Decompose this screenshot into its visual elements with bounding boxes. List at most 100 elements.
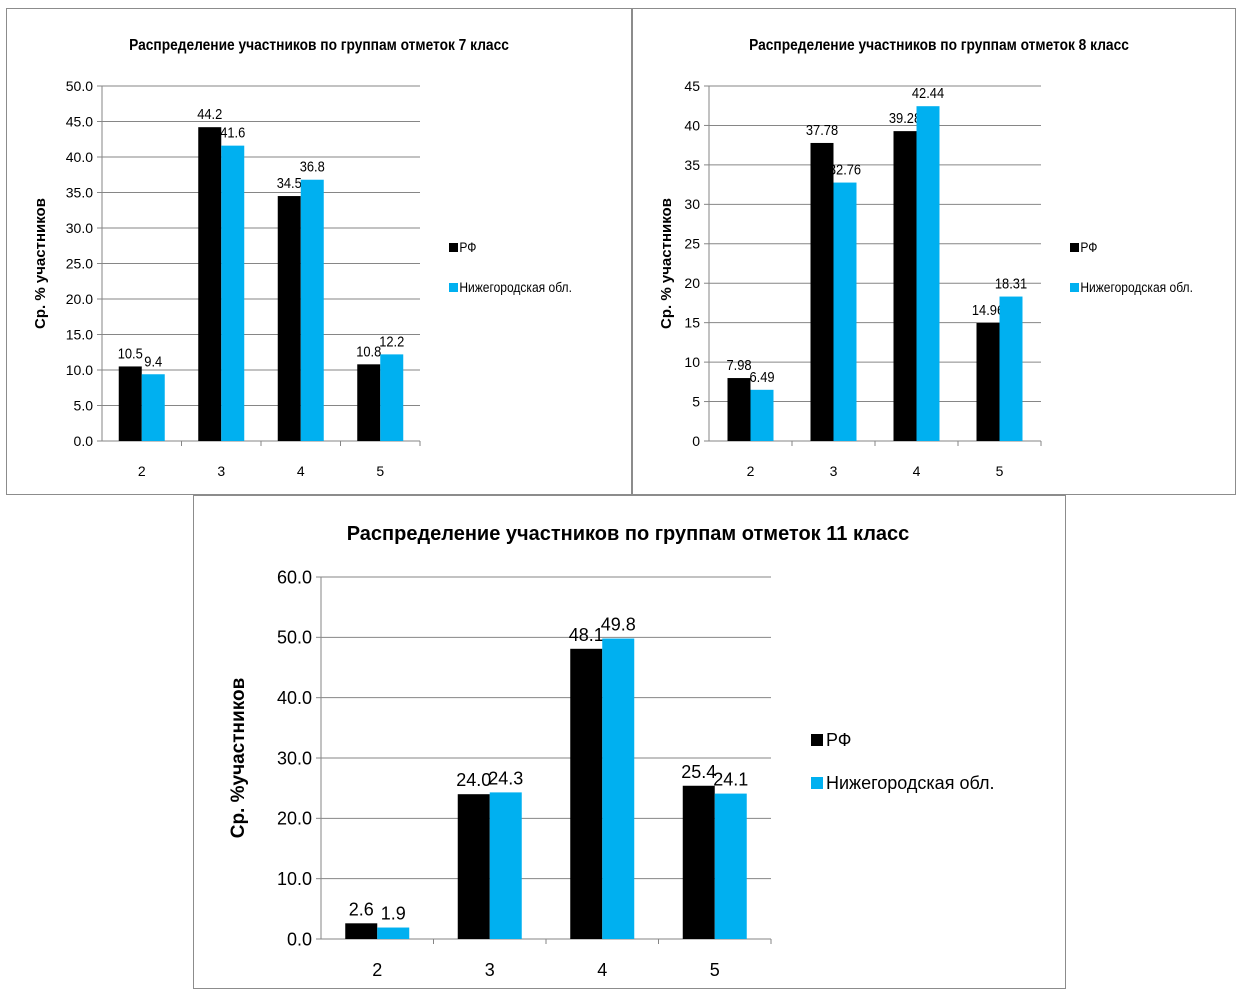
y-tick-label: 35: [684, 157, 700, 173]
bar-region: [602, 638, 635, 939]
data-label: 24.0: [456, 770, 491, 790]
chart-title: Распределение участников по группам отме…: [347, 523, 910, 545]
y-tick-label: 0: [692, 433, 700, 449]
data-label: 9.4: [144, 352, 162, 369]
chart-title: Распределение участников по группам отме…: [749, 36, 1129, 54]
legend-label: Нижегородская обл.: [459, 279, 572, 295]
data-label: 49.8: [601, 615, 636, 635]
y-tick-label: 50.0: [277, 628, 312, 648]
data-label: 37.78: [806, 121, 838, 138]
data-label: 41.6: [220, 124, 245, 141]
legend-label: РФ: [826, 730, 852, 750]
x-tick-label: 4: [597, 960, 607, 980]
y-tick-label: 30: [684, 196, 700, 212]
x-tick-label: 5: [996, 463, 1004, 479]
y-tick-label: 50.0: [66, 78, 93, 94]
y-tick-label: 40.0: [66, 149, 93, 165]
legend-swatch: [449, 283, 458, 292]
data-label: 24.1: [713, 770, 748, 790]
data-label: 1.9: [381, 904, 406, 924]
chart-panel-grade-11: Распределение участников по группам отме…: [193, 495, 1066, 989]
y-tick-label: 35.0: [66, 184, 93, 200]
y-tick-label: 10: [684, 354, 700, 370]
data-label: 25.4: [681, 762, 716, 782]
data-label: 2.6: [349, 899, 374, 919]
bar-region: [750, 389, 774, 441]
y-tick-label: 10.0: [66, 362, 93, 378]
chart-title: Распределение участников по группам отме…: [129, 36, 509, 54]
y-tick-label: 45: [684, 78, 700, 94]
chart-panel-grade-7: Распределение участников по группам отме…: [6, 8, 632, 495]
x-tick-label: 5: [376, 463, 384, 479]
data-label: 48.1: [569, 625, 604, 645]
data-label: 14.96: [972, 301, 1004, 318]
y-tick-label: 5.0: [74, 397, 94, 413]
bar-rf: [727, 378, 751, 441]
bar-region: [377, 927, 410, 939]
data-label: 6.49: [749, 368, 774, 385]
bar-region: [999, 296, 1023, 441]
bar-rf: [976, 322, 1000, 441]
bar-region: [141, 374, 165, 441]
bar-region: [380, 354, 404, 441]
x-tick-label: 4: [297, 463, 305, 479]
legend-swatch: [449, 243, 458, 252]
y-tick-label: 60.0: [277, 567, 312, 587]
data-label: 39.28: [889, 109, 921, 126]
bar-rf: [810, 142, 834, 442]
data-label: 18.31: [995, 275, 1027, 292]
y-tick-label: 15.0: [66, 326, 93, 342]
bar-rf: [357, 364, 381, 441]
legend-label: Нижегородская обл.: [826, 773, 994, 793]
data-label: 44.2: [197, 105, 222, 122]
y-tick-label: 0.0: [74, 433, 94, 449]
data-label: 7.98: [726, 356, 751, 373]
y-tick-label: 40: [684, 117, 700, 133]
bar-rf: [457, 794, 490, 939]
y-tick-label: 5: [692, 393, 700, 409]
bar-rf: [570, 648, 603, 939]
bar-region: [221, 145, 245, 441]
y-tick-label: 30.0: [66, 220, 93, 236]
bar-region: [916, 106, 940, 441]
y-tick-label: 25: [684, 236, 700, 252]
data-label: 12.2: [379, 332, 404, 349]
bar-rf: [277, 196, 301, 441]
legend-swatch: [811, 777, 823, 789]
x-tick-label: 3: [217, 463, 225, 479]
data-label: 24.3: [488, 768, 523, 788]
bar-region: [489, 792, 522, 939]
y-axis-title: Ср. % участников: [32, 198, 49, 329]
legend-label: Нижегородская обл.: [1080, 279, 1193, 295]
y-tick-label: 30.0: [277, 748, 312, 768]
x-tick-label: 2: [138, 463, 146, 479]
legend-swatch: [1070, 283, 1079, 292]
chart-svg-grade-8: Распределение участников по группам отме…: [658, 36, 1193, 479]
y-tick-label: 10.0: [277, 869, 312, 889]
bar-region: [714, 793, 747, 939]
chart-svg-grade-7: Распределение участников по группам отме…: [32, 36, 572, 479]
bar-rf: [345, 923, 378, 939]
bar-rf: [893, 131, 917, 441]
bar-region: [833, 182, 857, 441]
y-tick-label: 20.0: [277, 809, 312, 829]
y-axis-title: Ср. %участников: [228, 678, 249, 839]
y-tick-label: 25.0: [66, 255, 93, 271]
data-label: 42.44: [912, 84, 944, 101]
data-label: 10.8: [356, 342, 381, 359]
y-tick-label: 45.0: [66, 113, 93, 129]
chart-svg-grade-11: Распределение участников по группам отме…: [228, 523, 994, 980]
data-label: 32.76: [829, 161, 861, 178]
x-tick-label: 2: [372, 960, 382, 980]
bar-region: [300, 179, 324, 441]
legend-label: РФ: [459, 239, 476, 255]
y-tick-label: 20.0: [66, 291, 93, 307]
bar-rf: [682, 785, 715, 939]
data-label: 36.8: [300, 158, 325, 175]
legend-swatch: [1070, 243, 1079, 252]
x-tick-label: 2: [747, 463, 755, 479]
y-tick-label: 0.0: [287, 929, 312, 949]
y-tick-label: 15: [684, 315, 700, 331]
x-tick-label: 4: [913, 463, 921, 479]
data-label: 34.5: [277, 174, 302, 191]
